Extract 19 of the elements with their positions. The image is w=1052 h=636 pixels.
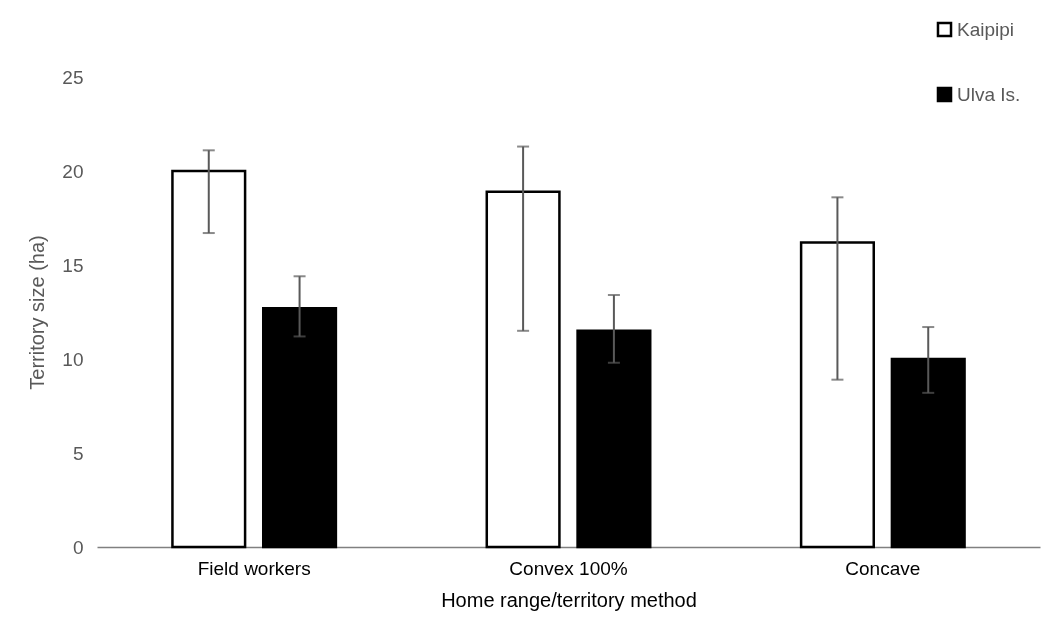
bar <box>171 169 247 549</box>
bar <box>485 190 561 549</box>
y-tick-label: 15 <box>62 254 84 276</box>
bar <box>262 306 338 549</box>
x-tick-label: Concave <box>845 557 921 579</box>
y-tick-label: 0 <box>72 536 84 558</box>
x-tick-label: Field workers <box>197 557 311 579</box>
x-axis-title: Home range/territory method <box>441 588 697 611</box>
legend-label: Ulva Is. <box>957 83 1021 105</box>
bar <box>890 357 966 549</box>
legend-label: Kaipipi <box>957 18 1015 40</box>
y-axis-title: Territory size (ha) <box>26 235 49 390</box>
y-tick-label: 25 <box>62 66 84 88</box>
y-tick-label: 10 <box>62 348 84 370</box>
bar <box>799 241 875 549</box>
y-tick-label: 5 <box>72 442 84 464</box>
y-tick-label: 20 <box>62 160 84 182</box>
bar <box>576 329 652 549</box>
x-tick-label: Convex 100% <box>509 557 628 579</box>
